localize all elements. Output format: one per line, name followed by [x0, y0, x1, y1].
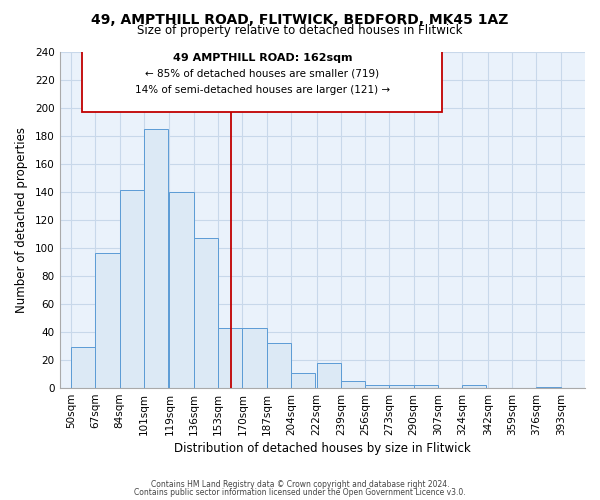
Bar — [291, 372, 315, 388]
Bar — [144, 128, 168, 388]
Bar — [194, 238, 218, 388]
Bar — [462, 386, 487, 388]
Y-axis label: Number of detached properties: Number of detached properties — [15, 127, 28, 313]
Bar — [266, 343, 291, 388]
Text: Contains HM Land Registry data © Crown copyright and database right 2024.: Contains HM Land Registry data © Crown c… — [151, 480, 449, 489]
Text: Size of property relative to detached houses in Flitwick: Size of property relative to detached ho… — [137, 24, 463, 37]
Bar — [95, 254, 119, 388]
Bar — [71, 348, 95, 388]
Text: 49, AMPTHILL ROAD, FLITWICK, BEDFORD, MK45 1AZ: 49, AMPTHILL ROAD, FLITWICK, BEDFORD, MK… — [91, 12, 509, 26]
Bar — [119, 190, 144, 388]
Bar — [389, 386, 413, 388]
Bar — [413, 386, 438, 388]
Bar — [536, 386, 561, 388]
Bar — [169, 192, 194, 388]
Text: 49 AMPTHILL ROAD: 162sqm: 49 AMPTHILL ROAD: 162sqm — [173, 53, 352, 63]
Bar — [242, 328, 266, 388]
Text: ← 85% of detached houses are smaller (719): ← 85% of detached houses are smaller (71… — [145, 68, 379, 78]
Bar — [365, 386, 389, 388]
FancyBboxPatch shape — [82, 48, 442, 112]
X-axis label: Distribution of detached houses by size in Flitwick: Distribution of detached houses by size … — [174, 442, 470, 455]
Bar — [317, 363, 341, 388]
Text: 14% of semi-detached houses are larger (121) →: 14% of semi-detached houses are larger (… — [135, 85, 390, 95]
Text: Contains public sector information licensed under the Open Government Licence v3: Contains public sector information licen… — [134, 488, 466, 497]
Bar — [218, 328, 242, 388]
Bar — [341, 381, 365, 388]
